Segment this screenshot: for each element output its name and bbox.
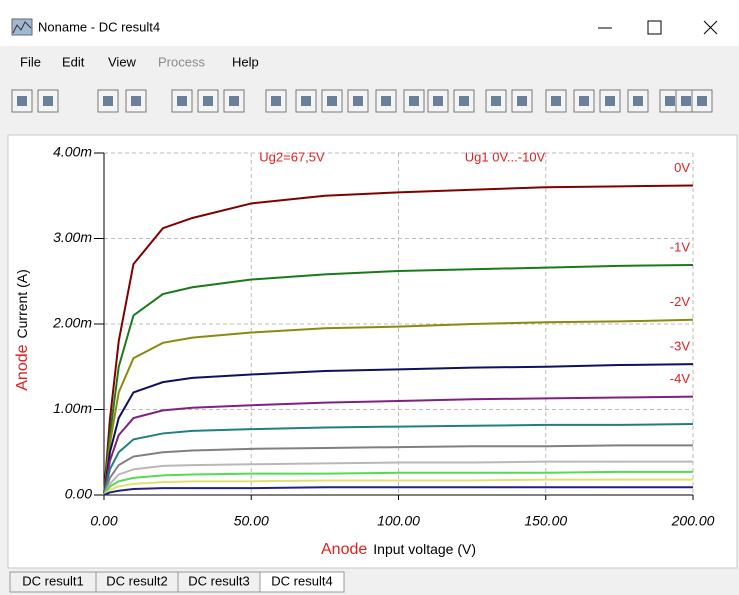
curve [103, 423, 694, 496]
toolbar-icon [43, 96, 53, 106]
tab-label: DC result2 [106, 573, 167, 588]
toolbar-icon [103, 96, 113, 106]
annotation: Ug1 0V...-10V [465, 149, 546, 164]
x-tick-label: 50.00 [234, 513, 269, 529]
x-label-prefix: Anode [321, 541, 367, 558]
curve [103, 395, 694, 496]
toolbar-icon [681, 96, 691, 106]
menu-item[interactable]: File [20, 54, 41, 69]
toolbar-icon [17, 96, 27, 106]
tab[interactable] [259, 571, 345, 593]
x-tick-label: 150.00 [524, 513, 567, 529]
toolbar-icon [459, 96, 469, 106]
toolbar-icon [229, 96, 239, 106]
curve [103, 184, 694, 496]
toolbar-icon [433, 96, 443, 106]
title-bar [0, 0, 739, 46]
toolbar-icon [409, 96, 419, 106]
menu-item[interactable]: Help [232, 54, 259, 69]
toolbar-buttons [11, 89, 713, 113]
curve [103, 318, 694, 496]
toolbar-icon [203, 96, 213, 106]
menu-item[interactable]: Edit [62, 54, 85, 69]
chart-panel [7, 134, 738, 569]
toolbar-icon [271, 96, 281, 106]
curve [103, 264, 694, 496]
toolbar-icon [491, 96, 501, 106]
menu-item[interactable]: Process [158, 54, 205, 69]
tab-label: DC result1 [22, 573, 83, 588]
menu-item[interactable]: View [108, 54, 137, 69]
curve-label: -4V [670, 371, 691, 386]
curve-label: -3V [670, 339, 691, 354]
x-tick-label: 100.00 [377, 513, 420, 529]
curve-label: 0V [674, 160, 690, 175]
x-tick-label: 0.00 [90, 513, 117, 529]
curve-label: -2V [670, 294, 691, 309]
tab-label: DC result4 [271, 573, 332, 588]
x-axis-label: Anode Input voltage (V) [321, 541, 476, 559]
toolbar-icon [353, 96, 363, 106]
toolbar-icon [381, 96, 391, 106]
y-label-text: Current (A) [14, 269, 30, 338]
toolbar-icon [517, 96, 527, 106]
toolbar-icon [301, 96, 311, 106]
toolbar-icon [131, 96, 141, 106]
toolbar-icon [551, 96, 561, 106]
y-label-prefix: Anode [14, 344, 31, 390]
y-tick-label: 0.00 [65, 486, 92, 502]
tab-label: DC result3 [188, 573, 249, 588]
x-label-text: Input voltage (V) [373, 541, 476, 557]
toolbar-icon [327, 96, 337, 106]
y-tick-label: 2.00m [52, 315, 92, 331]
tab-bar: DC result1 DC result2 DC result3 DC result4 [9, 571, 345, 593]
y-tick-label: 3.00m [53, 229, 92, 245]
y-axis-label: Anode Current (A) [14, 269, 32, 391]
toolbar-icon [665, 96, 675, 106]
toolbar-icon [605, 96, 615, 106]
app-icon [11, 18, 33, 36]
curve [103, 460, 693, 496]
maximize-button[interactable] [647, 20, 662, 35]
curve [103, 363, 694, 496]
curve [103, 478, 693, 496]
curve [103, 470, 693, 496]
window-title: Noname - DC result4 [38, 19, 160, 34]
curve [103, 486, 693, 496]
toolbar-icon [633, 96, 643, 106]
chart: 0.00 1.00m 2.00m 3.00m 4.00m 0.00 50.00 100.00 1… [14, 144, 715, 559]
toolbar-icon [177, 96, 187, 106]
x-tick-label: 200.00 [671, 513, 715, 529]
curve [103, 444, 693, 496]
annotation: Ug2=67,5V [259, 149, 325, 164]
y-tick-label: 1.00m [53, 400, 92, 416]
y-tick-label: 4.00m [53, 144, 92, 160]
close-button[interactable] [703, 20, 718, 35]
toolbar-icon [579, 96, 589, 106]
toolbar-icon [697, 96, 707, 106]
curve-label: -1V [670, 239, 691, 254]
menu-bar: File Edit View Process Help [20, 54, 259, 69]
